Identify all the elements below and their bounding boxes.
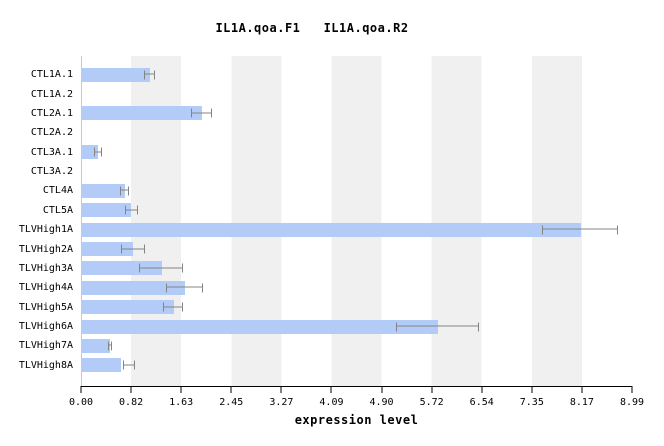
tick-mark [581,386,583,393]
bar-row [81,259,632,278]
bar [81,300,175,315]
tick-mark [80,386,82,393]
bar-row [81,65,632,84]
tick-mark [130,386,132,393]
error-bar [191,108,213,118]
bar-row [81,143,632,162]
bar [81,67,151,82]
error-bar [396,322,479,332]
x-axis-title: expression level [294,413,419,427]
tick-label: 8.17 [569,397,594,408]
bar [81,222,581,237]
tick-mark [280,386,282,393]
tick-label: 7.35 [519,397,544,408]
tick-mark [481,386,483,393]
error-bar [163,302,183,312]
tick-mark [230,386,232,393]
tick-label: 4.09 [319,397,344,408]
tick-label: 4.90 [369,397,394,408]
tick-mark [381,386,383,393]
bar-row [81,123,632,142]
tick-label: 2.45 [219,397,244,408]
bar-row [81,317,632,336]
bar [81,242,134,257]
bar [81,319,438,334]
error-bar [166,283,203,293]
error-bar [139,263,183,273]
tick-label: 1.63 [169,397,194,408]
category-label: CTL3A.1 [30,146,73,158]
x-axis-ticks: 0.00 0.82 1.63 2.45 3.27 4.09 4.90 5.72 6.54 7.35… [69,386,644,412]
bar-row [81,298,632,317]
bar [81,145,99,160]
tick-label: 5.72 [419,397,444,408]
tick-mark [631,386,633,393]
category-label: TLVHigh6A [18,321,73,333]
tick-label: 8.99 [619,397,645,408]
bar-row [81,356,632,375]
error-bar [125,205,138,215]
error-bar [119,186,130,196]
category-label: TLVHigh3A [18,262,73,274]
category-label: CTL3A.2 [30,166,73,178]
error-bar [107,341,112,351]
bar [81,106,203,121]
bar [81,338,110,353]
category-label: CTL4A [42,185,73,197]
category-label: TLVHigh7A [18,340,73,352]
category-label: CTL1A.2 [30,88,73,100]
bar [81,358,121,373]
bar [81,203,132,218]
tick-mark [330,386,332,393]
bar-row [81,162,632,181]
bar-row [81,220,632,239]
category-label: CTL1A.1 [30,69,73,81]
bar [81,183,126,198]
tick-mark [180,386,182,393]
plot-area [81,56,632,386]
error-bar [143,70,156,80]
error-bar [121,244,145,254]
error-bar [94,147,103,157]
category-label: CTL2A.2 [30,127,73,139]
bar-row [81,336,632,355]
tick-mark [431,386,433,393]
bar [81,280,185,295]
bar-row [81,84,632,103]
zero-gridline [81,56,82,386]
category-label: TLVHigh2A [18,243,73,255]
bar-row [81,239,632,258]
category-label: TLVHigh8A [18,359,73,371]
bar-row [81,181,632,200]
category-label: TLVHigh1A [18,224,73,236]
category-labels: CTL1A.1 CTL1A.2 CTL2A.1 CTL2A.2 CTL3A.1 CTL3A… [0,56,77,386]
x-axis-line [81,386,632,387]
tick-label: 3.27 [269,397,294,408]
bar-row [81,278,632,297]
bar-row [81,201,632,220]
error-bar [122,360,135,370]
tick-mark [531,386,533,393]
error-bar [541,225,618,235]
tick-label: 0.00 [68,397,94,408]
plot-rows [81,56,632,386]
category-label: TLVHigh5A [18,301,73,313]
category-label: CTL5A [42,204,73,216]
tick-label: 6.54 [469,397,494,408]
bar [81,261,162,276]
category-label: TLVHigh4A [18,282,73,294]
tick-label: 0.82 [119,397,144,408]
bar-row [81,104,632,123]
chart-title: IL1A.qoa.F1 IL1A.qoa.R2 [215,21,409,35]
category-label: CTL2A.1 [30,107,73,119]
